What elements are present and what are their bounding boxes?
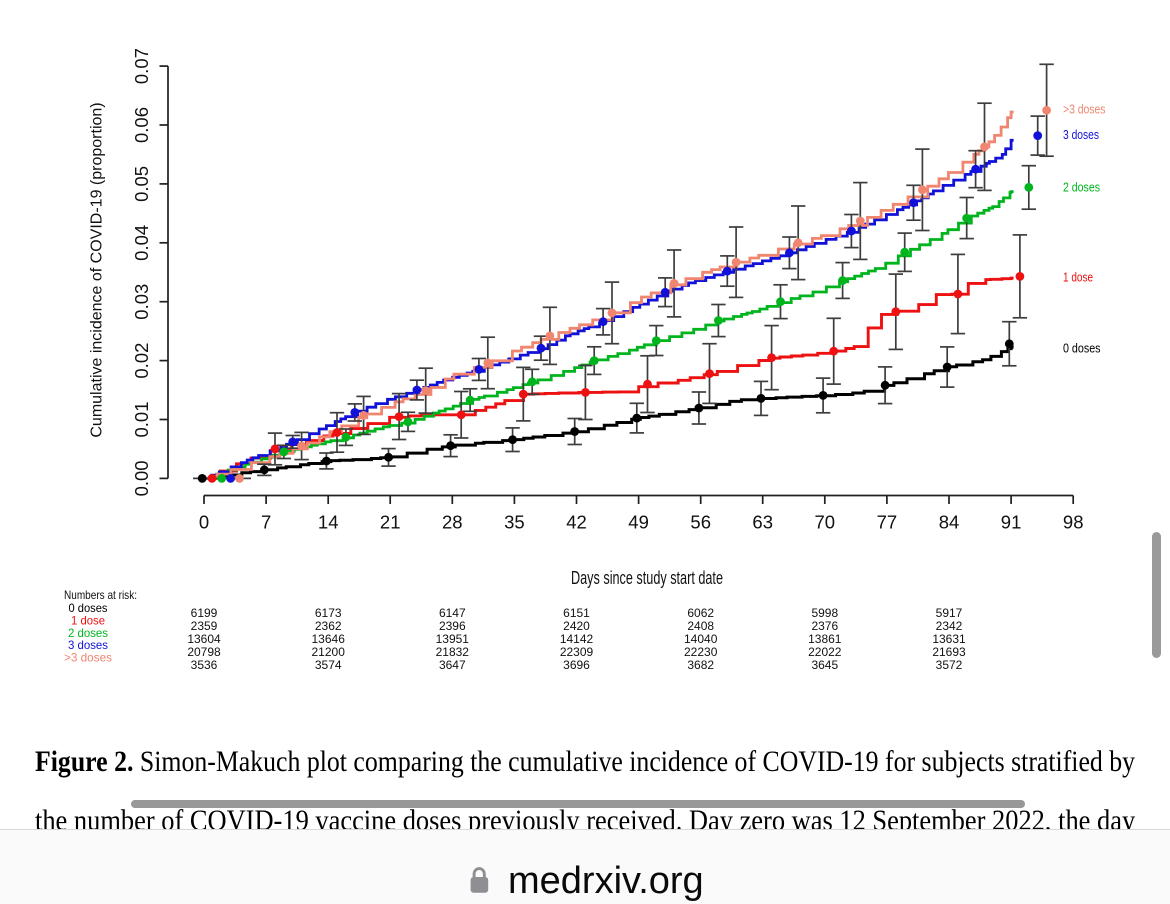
svg-text:56: 56 (690, 512, 711, 533)
svg-text:35: 35 (504, 512, 525, 533)
svg-text:2359: 2359 (191, 619, 218, 633)
svg-text:2362: 2362 (315, 619, 342, 633)
svg-text:0.06: 0.06 (131, 107, 152, 143)
svg-text:>3 doses: >3 doses (64, 651, 112, 665)
svg-text:3647: 3647 (439, 658, 466, 672)
svg-text:0.00: 0.00 (131, 460, 152, 496)
svg-text:Numbers at risk:: Numbers at risk: (64, 588, 137, 602)
svg-text:77: 77 (877, 512, 898, 533)
svg-text:1 dose: 1 dose (71, 613, 105, 627)
svg-text:6173: 6173 (315, 606, 342, 620)
svg-text:2420: 2420 (563, 619, 590, 633)
svg-text:98: 98 (1063, 512, 1084, 533)
svg-text:22230: 22230 (684, 645, 718, 659)
svg-text:13646: 13646 (312, 632, 346, 646)
svg-text:3 doses: 3 doses (1063, 128, 1099, 142)
svg-text:22309: 22309 (560, 645, 594, 659)
svg-text:14040: 14040 (684, 632, 718, 646)
svg-text:84: 84 (939, 512, 960, 533)
svg-text:3536: 3536 (191, 658, 218, 672)
svg-text:42: 42 (566, 512, 587, 533)
svg-text:6147: 6147 (439, 606, 466, 620)
svg-text:7: 7 (261, 512, 271, 533)
svg-text:1 dose: 1 dose (1063, 271, 1093, 285)
svg-text:14142: 14142 (560, 632, 594, 646)
svg-text:22022: 22022 (808, 645, 842, 659)
svg-text:2342: 2342 (936, 619, 963, 633)
svg-text:21: 21 (380, 512, 401, 533)
svg-text:>3 doses: >3 doses (1063, 103, 1106, 117)
svg-text:63: 63 (752, 512, 773, 533)
svg-text:13631: 13631 (932, 632, 966, 646)
svg-text:3574: 3574 (315, 658, 342, 672)
svg-text:70: 70 (815, 512, 836, 533)
svg-text:13861: 13861 (808, 632, 842, 646)
svg-text:3572: 3572 (936, 658, 963, 672)
svg-text:Cumulative incidence of COVID-: Cumulative incidence of COVID-19 (propor… (89, 102, 106, 437)
svg-text:5917: 5917 (936, 606, 963, 620)
svg-text:0 doses: 0 doses (69, 601, 108, 615)
svg-text:21693: 21693 (932, 645, 966, 659)
svg-text:0.02: 0.02 (131, 343, 152, 379)
svg-text:2408: 2408 (687, 619, 714, 633)
svg-text:2396: 2396 (439, 619, 466, 633)
svg-text:2 doses: 2 doses (68, 626, 108, 640)
svg-text:0.01: 0.01 (131, 401, 152, 437)
svg-text:3682: 3682 (687, 658, 714, 672)
svg-text:49: 49 (628, 512, 649, 533)
svg-text:0 doses: 0 doses (1063, 342, 1101, 356)
svg-text:6199: 6199 (191, 606, 218, 620)
svg-text:14: 14 (318, 512, 339, 533)
svg-text:6062: 6062 (687, 606, 714, 620)
svg-text:3645: 3645 (811, 658, 838, 672)
svg-text:13951: 13951 (436, 632, 470, 646)
svg-text:3 doses: 3 doses (68, 638, 108, 652)
svg-text:0.03: 0.03 (131, 284, 152, 320)
svg-text:2 doses: 2 doses (1063, 181, 1100, 195)
svg-text:3696: 3696 (563, 658, 590, 672)
svg-text:0.05: 0.05 (131, 166, 152, 202)
svg-text:91: 91 (1001, 512, 1022, 533)
svg-text:21832: 21832 (436, 645, 470, 659)
svg-text:13604: 13604 (187, 632, 221, 646)
svg-text:0.07: 0.07 (131, 48, 152, 84)
svg-text:2376: 2376 (811, 619, 838, 633)
svg-text:28: 28 (442, 512, 463, 533)
svg-text:5998: 5998 (811, 606, 838, 620)
svg-text:21200: 21200 (312, 645, 346, 659)
svg-text:0: 0 (199, 512, 209, 533)
svg-text:Days since study start date: Days since study start date (571, 568, 723, 588)
svg-text:20798: 20798 (187, 645, 221, 659)
svg-text:0.04: 0.04 (131, 225, 152, 261)
svg-text:6151: 6151 (563, 606, 590, 620)
